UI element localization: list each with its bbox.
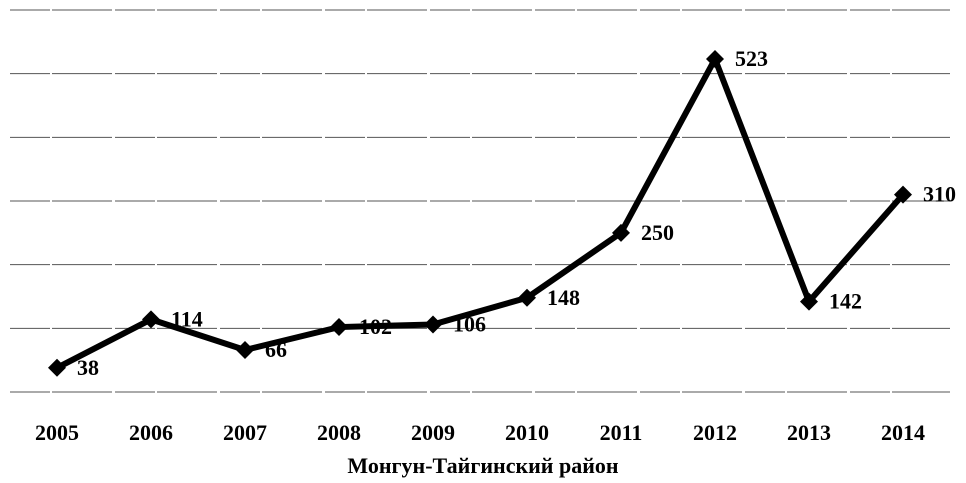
x-tick-label: 2010 <box>505 420 549 445</box>
data-line <box>55 51 906 371</box>
data-label: 142 <box>829 289 862 314</box>
x-tick-label: 2014 <box>881 420 925 445</box>
x-tick-label: 2007 <box>223 420 267 445</box>
marker <box>800 292 818 311</box>
marker <box>612 223 630 242</box>
x-tick-label: 2009 <box>411 420 455 445</box>
data-label: 148 <box>547 285 580 310</box>
data-label: 102 <box>359 314 392 339</box>
marker <box>142 310 160 329</box>
data-label: 38 <box>77 355 99 380</box>
marker <box>706 50 724 69</box>
data-label: 106 <box>453 312 486 337</box>
x-tick-label: 2006 <box>129 420 173 445</box>
data-label: 250 <box>641 220 674 245</box>
x-axis-label: Монгун-Тайгинский район <box>347 453 618 478</box>
data-label: 523 <box>735 46 768 71</box>
marker <box>330 318 348 337</box>
x-tick-label: 2008 <box>317 420 361 445</box>
x-tick-label: 2012 <box>693 420 737 445</box>
x-tick-label: 2011 <box>600 420 643 445</box>
data-label: 114 <box>171 306 203 331</box>
marker <box>48 358 66 377</box>
data-label: 310 <box>923 182 956 207</box>
x-tick-label: 2005 <box>35 420 79 445</box>
x-tick-label: 2013 <box>787 420 831 445</box>
marker <box>236 340 254 359</box>
marker <box>894 185 912 204</box>
marker <box>424 315 442 334</box>
marker <box>518 288 536 307</box>
data-label: 66 <box>265 337 287 362</box>
